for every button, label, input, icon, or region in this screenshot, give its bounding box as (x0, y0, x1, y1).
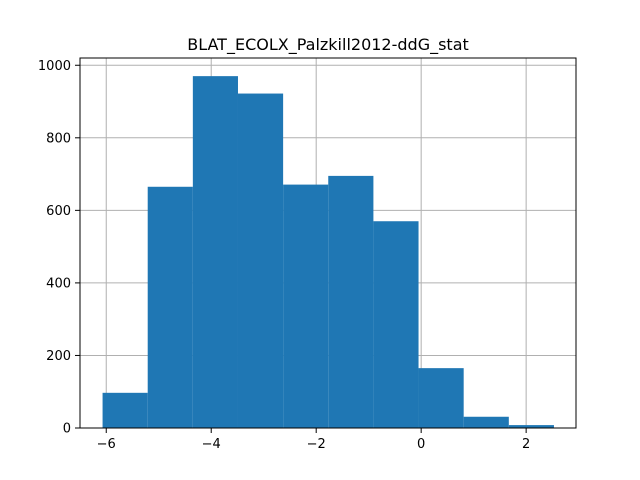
x-tick-label: −4 (202, 437, 221, 452)
x-tick-label: 0 (417, 437, 425, 452)
y-tick-label: 200 (46, 349, 71, 364)
histogram-bar (508, 425, 554, 428)
histogram-bar (328, 175, 374, 428)
axes-frame (79, 57, 577, 429)
x-tick-label: −2 (307, 437, 326, 452)
y-tick-label: 400 (46, 276, 71, 291)
chart-title: BLAT_ECOLX_Palzkill2012-ddG_stat (187, 35, 469, 55)
tick-layer: −6 −4 −2 0 2 0 200 400 600 800 1000 (38, 59, 530, 452)
y-tick-label: 0 (63, 422, 71, 437)
x-tick-label: 2 (522, 437, 530, 452)
y-tick-label: 600 (46, 204, 71, 219)
histogram-bar (237, 93, 284, 429)
histogram-bar (373, 221, 419, 428)
histogram-bar (147, 186, 193, 428)
y-tick-label: 1000 (38, 59, 71, 74)
bar-layer (102, 76, 554, 429)
histogram-bar (463, 416, 509, 428)
y-tick-label: 800 (46, 131, 71, 146)
histogram-bar (192, 76, 238, 428)
histogram-bar (102, 392, 148, 428)
x-tick-label: −6 (97, 437, 116, 452)
histogram-bar (283, 184, 329, 428)
histogram-bar (418, 368, 464, 428)
